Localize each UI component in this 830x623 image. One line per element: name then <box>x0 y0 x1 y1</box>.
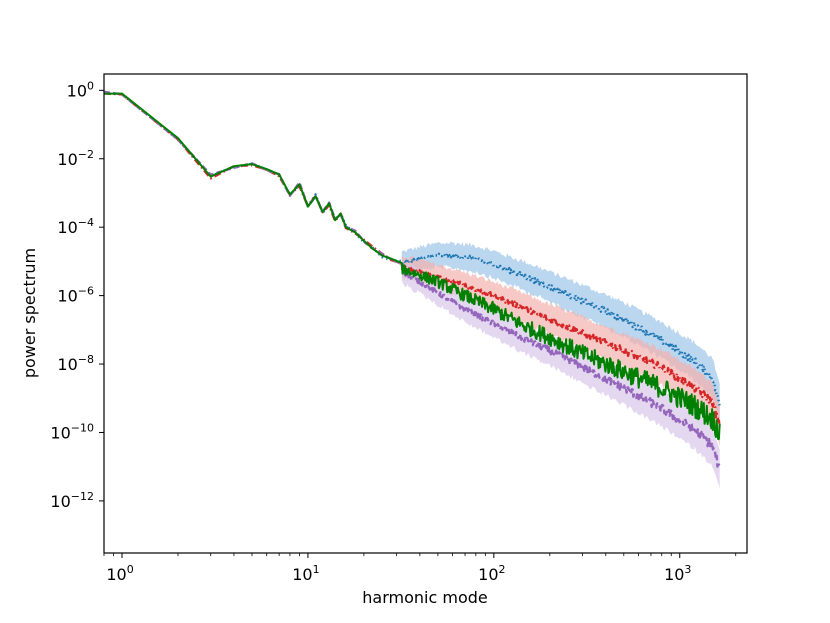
x-axis-ticks: 100 101 102 103 <box>103 553 737 584</box>
x-tick-label: 102 <box>478 563 505 584</box>
y-tick-label: 10−8 <box>57 353 94 374</box>
y-tick-label: 10−4 <box>57 216 94 237</box>
y-tick-label: 100 <box>67 79 94 100</box>
plot-frame <box>103 73 748 554</box>
confidence-band <box>401 241 720 424</box>
series-line <box>104 90 721 468</box>
y-axis-label: power spectrum <box>20 248 39 378</box>
x-tick-label: 103 <box>664 563 691 584</box>
x-tick-label: 101 <box>292 563 319 584</box>
y-tick-label: 10−10 <box>50 421 94 442</box>
y-tick-label: 10−2 <box>57 148 94 169</box>
confidence-bands <box>401 241 720 489</box>
series-line <box>104 92 721 441</box>
y-axis-ticks: 100 10−2 10−4 10−6 10−8 10−10 10−12 <box>50 79 104 511</box>
confidence-band <box>401 255 720 447</box>
y-tick-label: 10−12 <box>50 490 94 511</box>
series-lines <box>104 90 721 468</box>
y-tick-label: 10−6 <box>57 285 94 306</box>
x-axis-label: harmonic mode <box>362 588 487 607</box>
series-line <box>104 92 721 428</box>
x-tick-label: 100 <box>106 563 133 584</box>
